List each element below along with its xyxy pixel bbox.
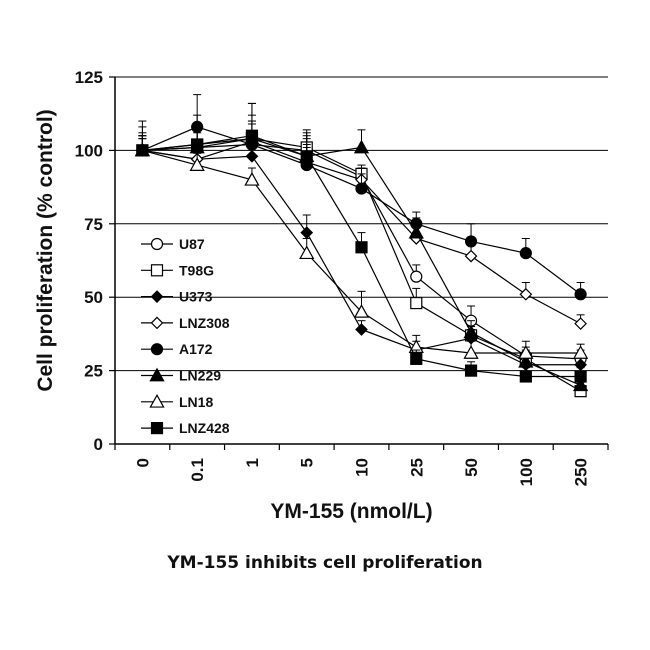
- x-tick-label: 0: [133, 458, 152, 467]
- data-point: [245, 149, 259, 163]
- x-tick-label: 250: [572, 458, 591, 486]
- data-point: [574, 370, 587, 383]
- legend-item-u373: U373: [141, 289, 213, 305]
- legend-item-ln18: LN18: [141, 394, 213, 410]
- legend-label: LN229: [179, 368, 221, 384]
- legend-label: LNZ428: [179, 420, 230, 436]
- legend-item-a172: A172: [141, 341, 213, 357]
- data-point: [300, 226, 314, 239]
- data-point: [299, 245, 315, 260]
- data-point: [463, 345, 479, 359]
- data-point: [518, 353, 534, 368]
- x-axis-title: YM-155 (nmol/L): [270, 500, 432, 523]
- legend-marker: [150, 290, 164, 303]
- data-point: [410, 270, 423, 283]
- legend-label: T98G: [179, 262, 214, 278]
- data-point: [189, 157, 205, 171]
- y-tick-label: 125: [75, 68, 103, 87]
- legend-label: LN18: [179, 394, 213, 410]
- data-point: [519, 287, 533, 301]
- y-tick-label: 100: [75, 141, 103, 160]
- legend-label: U87: [179, 236, 205, 252]
- legend-item-t98g: T98G: [141, 262, 214, 278]
- legend-label: LNZ308: [179, 315, 230, 331]
- data-point: [574, 317, 587, 330]
- legend-item-lnz428: LNZ428: [141, 420, 230, 436]
- data-point: [463, 324, 479, 339]
- data-point: [464, 235, 478, 248]
- axes: 0 25 50 75 100 125 0 0.1 1 5 10 25 50 100 250 YM-155 (n…: [34, 68, 609, 523]
- legend-label: A172: [179, 341, 213, 357]
- series-group: [134, 94, 589, 398]
- data-point: [355, 182, 368, 195]
- data-point: [244, 171, 260, 186]
- x-tick-label: 100: [517, 458, 536, 486]
- data-point: [410, 296, 423, 310]
- x-tick-label: 10: [353, 458, 372, 477]
- data-point: [191, 138, 204, 151]
- figure-caption: YM-155 inhibits cell proliferation: [167, 553, 483, 573]
- data-point: [353, 304, 370, 318]
- data-point: [518, 345, 534, 359]
- data-point: [574, 288, 587, 301]
- legend-marker: [150, 237, 164, 251]
- legend-marker: [150, 422, 164, 435]
- x-tick-label: 0.1: [188, 458, 207, 482]
- series-lnz428: [136, 102, 587, 383]
- x-tick-label: 50: [462, 458, 481, 477]
- data-point: [464, 249, 478, 263]
- data-point: [410, 352, 423, 365]
- data-point: [572, 345, 589, 359]
- y-tick-label: 0: [94, 435, 103, 454]
- x-tick-label: 1: [243, 458, 262, 467]
- legend-item-ln229: LN229: [141, 368, 221, 384]
- y-tick-label: 75: [84, 215, 103, 234]
- data-point: [464, 364, 478, 377]
- legend-marker: [150, 264, 164, 277]
- y-tick-label: 50: [84, 288, 103, 307]
- data-point: [353, 139, 370, 154]
- legend-marker: [149, 367, 165, 382]
- legend-marker: [150, 343, 164, 356]
- x-tick-label: 5: [298, 458, 317, 467]
- data-point: [136, 144, 149, 157]
- y-tick-label: 25: [84, 362, 103, 381]
- data-point: [355, 241, 368, 254]
- legend-marker: [149, 393, 165, 408]
- data-point: [245, 129, 259, 142]
- y-axis-title: Cell proliferation (% control): [34, 109, 57, 391]
- legend-marker: [150, 316, 164, 330]
- legend-label: U373: [179, 289, 213, 305]
- legend-item-lnz308: LNZ308: [141, 315, 230, 331]
- data-point: [572, 377, 589, 392]
- legend-item-u87: U87: [141, 236, 205, 252]
- data-point: [355, 323, 368, 336]
- data-point: [300, 150, 313, 163]
- x-tick-label: 25: [407, 458, 426, 477]
- data-point: [519, 370, 532, 383]
- data-point: [408, 224, 424, 239]
- data-point: [519, 247, 532, 260]
- legend: U87 T98G U373 LNZ308 A172 LN229 LN18 LNZ428: [141, 236, 230, 436]
